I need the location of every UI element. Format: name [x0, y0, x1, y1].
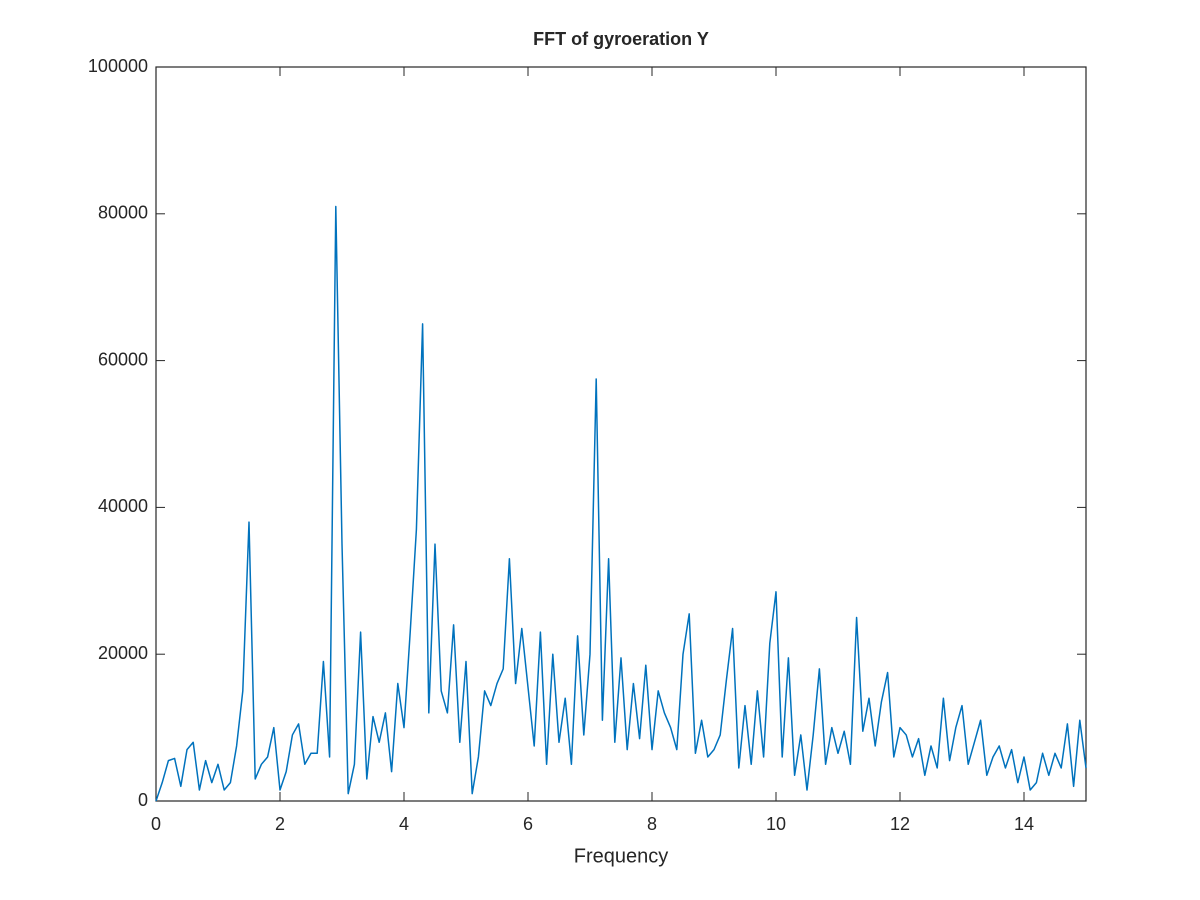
- y-tick-label: 80000: [98, 203, 148, 223]
- chart-title: FFT of gyroeration Y: [533, 29, 709, 49]
- y-tick-label: 100000: [88, 56, 148, 76]
- axes-box: [155, 66, 1087, 802]
- x-tick-label: 2: [275, 814, 285, 834]
- data-line: [155, 205, 1087, 802]
- x-tick-label: 12: [890, 814, 910, 834]
- x-tick-label: 0: [151, 814, 161, 834]
- y-tick-label: 0: [138, 790, 148, 810]
- x-axis-label: Frequency: [574, 845, 669, 867]
- x-tick-label: 10: [766, 814, 786, 834]
- y-tick-label: 40000: [98, 496, 148, 516]
- x-tick-label: 8: [647, 814, 657, 834]
- y-tick-label: 60000: [98, 349, 148, 369]
- x-tick-label: 6: [523, 814, 533, 834]
- x-tick-label: 4: [399, 814, 409, 834]
- y-tick-label: 20000: [98, 643, 148, 663]
- x-tick-label: 14: [1014, 814, 1034, 834]
